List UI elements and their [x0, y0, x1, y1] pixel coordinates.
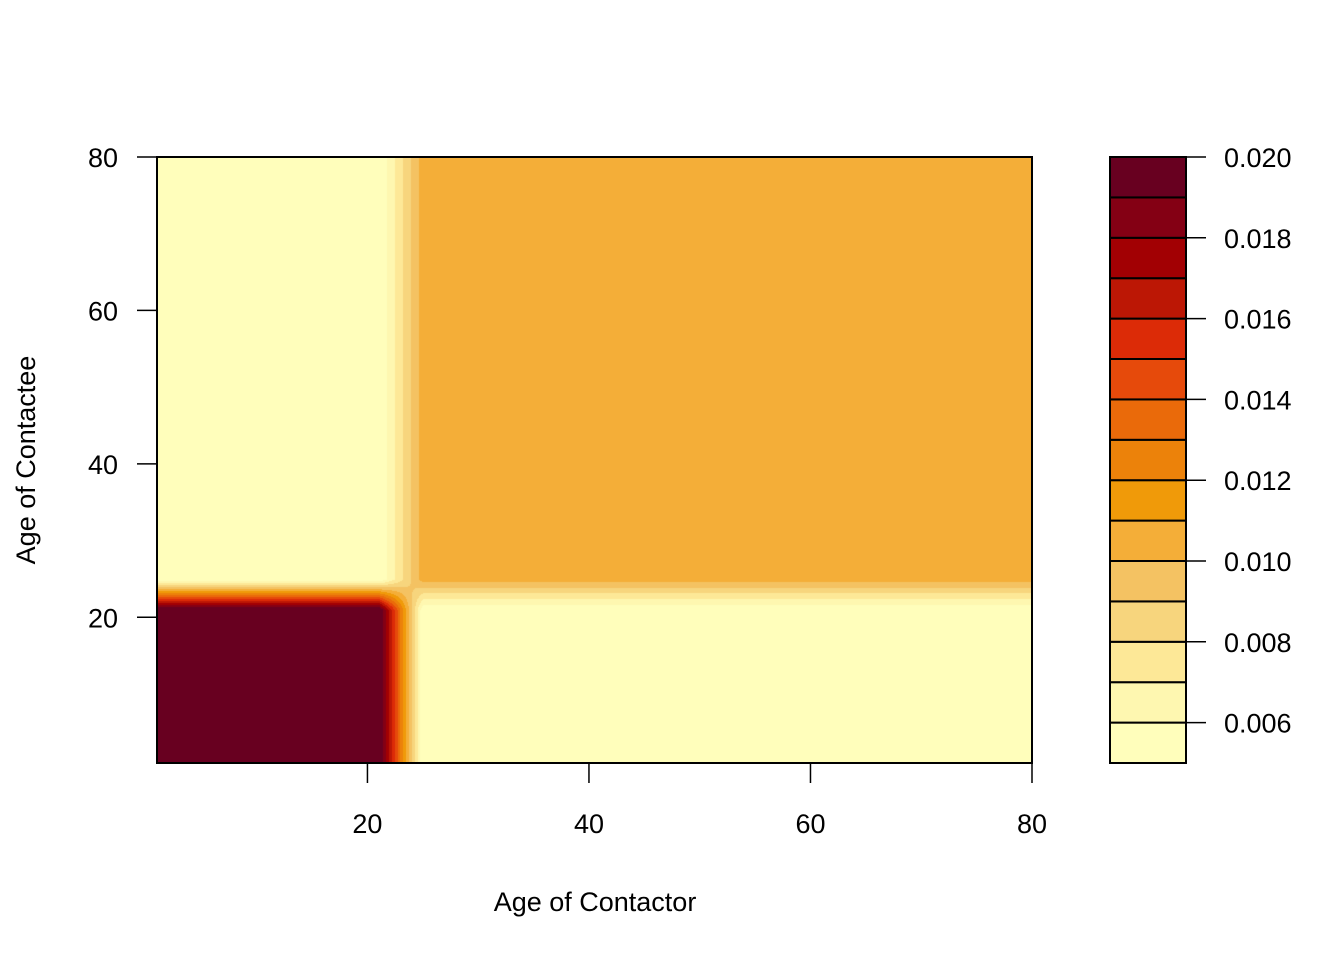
y-tick-label: 60	[88, 296, 118, 326]
legend-swatch	[1109, 479, 1187, 522]
legend-swatch	[1109, 156, 1187, 199]
legend-tick-label: 0.018	[1224, 224, 1292, 254]
y-tick-label: 20	[88, 603, 118, 633]
y-tick-label: 40	[88, 450, 118, 480]
x-axis: 20 40 60 80	[352, 762, 1047, 839]
legend-tick-label: 0.012	[1224, 466, 1292, 496]
color-legend: 0.006 0.008 0.010 0.012 0.014 0.016 0.018 0.020	[1109, 143, 1292, 764]
legend-swatch	[1109, 560, 1187, 603]
legend-swatch	[1109, 398, 1187, 441]
x-tick-label: 20	[352, 809, 382, 839]
legend-swatch	[1109, 358, 1187, 401]
legend-swatch	[1109, 721, 1187, 764]
legend-tick-label: 0.020	[1224, 143, 1292, 173]
legend-swatch	[1109, 438, 1187, 482]
x-tick-label: 60	[795, 809, 825, 839]
y-axis: 20 40 60 80	[88, 143, 158, 633]
y-axis-label: Age of Contactee	[11, 356, 41, 565]
legend-tick-label: 0.008	[1224, 628, 1292, 658]
legend-swatch	[1109, 196, 1187, 239]
legend-swatch	[1109, 317, 1187, 361]
plot-frame	[156, 156, 1033, 764]
legend-swatch	[1109, 600, 1187, 643]
legend-swatch	[1109, 236, 1187, 280]
heatmap-fill	[157, 157, 1032, 763]
x-tick-label: 80	[1017, 809, 1047, 839]
legend-swatch	[1109, 519, 1187, 562]
y-tick-label: 80	[88, 143, 118, 173]
x-axis-label: Age of Contactor	[494, 887, 697, 917]
x-tick-label: 40	[574, 809, 604, 839]
legend-swatch	[1109, 681, 1187, 724]
legend-tick-label: 0.016	[1224, 305, 1292, 335]
legend-swatch	[1109, 640, 1187, 684]
legend-tick-label: 0.006	[1224, 709, 1292, 739]
legend-tick-label: 0.014	[1224, 385, 1292, 415]
legend-tick-label: 0.010	[1224, 547, 1292, 577]
legend-swatch	[1109, 277, 1187, 320]
